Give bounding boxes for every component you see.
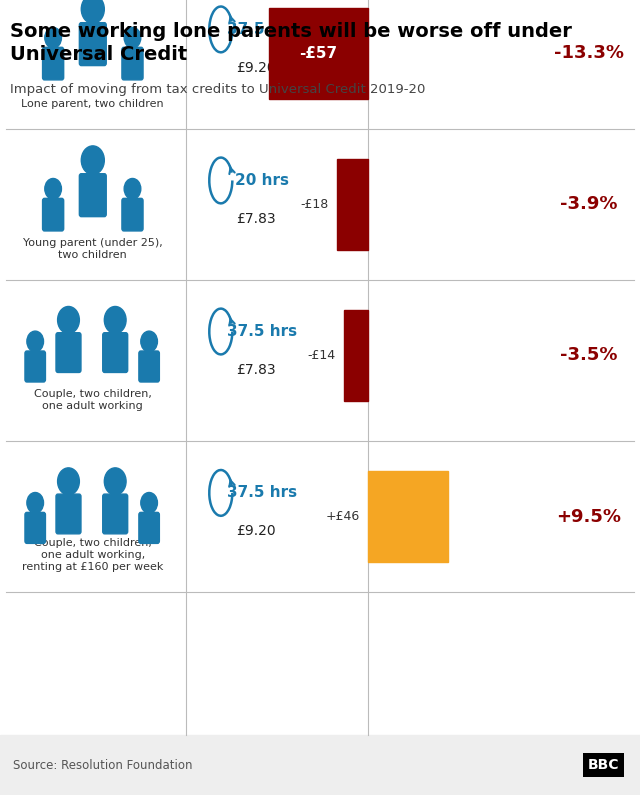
Circle shape (45, 179, 61, 200)
Circle shape (27, 492, 44, 514)
Circle shape (58, 306, 79, 333)
Text: Couple, two children,
one adult working,
renting at £160 per week: Couple, two children, one adult working,… (22, 537, 163, 572)
Text: £7.83: £7.83 (236, 211, 276, 226)
Text: 20 hrs: 20 hrs (236, 173, 289, 188)
Bar (344, 310, 368, 401)
Text: Couple, two children,
one adult working: Couple, two children, one adult working (34, 389, 152, 411)
Text: +£46: +£46 (326, 510, 360, 523)
Text: Some working lone parents will be worse off under
Universal Credit: Some working lone parents will be worse … (10, 22, 572, 64)
Text: +9.5%: +9.5% (556, 508, 621, 525)
Text: -£57: -£57 (300, 46, 337, 60)
Text: Young parent (under 25),
two children: Young parent (under 25), two children (23, 238, 163, 260)
Bar (0, 735, 640, 795)
FancyBboxPatch shape (139, 513, 159, 544)
Circle shape (104, 467, 126, 494)
Circle shape (45, 27, 61, 48)
FancyBboxPatch shape (79, 174, 106, 216)
Text: £9.20: £9.20 (236, 60, 276, 75)
FancyBboxPatch shape (122, 48, 143, 80)
Circle shape (81, 0, 104, 23)
Text: Source: Resolution Foundation: Source: Resolution Foundation (13, 758, 192, 772)
Circle shape (104, 306, 126, 333)
Circle shape (141, 331, 157, 351)
FancyBboxPatch shape (102, 494, 128, 534)
FancyBboxPatch shape (56, 332, 81, 372)
Bar (368, 471, 448, 562)
FancyBboxPatch shape (25, 351, 45, 382)
FancyBboxPatch shape (42, 48, 63, 80)
Text: -£14: -£14 (308, 349, 336, 362)
Text: BBC: BBC (588, 758, 620, 772)
FancyBboxPatch shape (25, 513, 45, 544)
FancyBboxPatch shape (139, 351, 159, 382)
Text: Impact of moving from tax credits to Universal Credit 2019-20: Impact of moving from tax credits to Uni… (10, 83, 426, 96)
Text: -£18: -£18 (301, 198, 329, 211)
Circle shape (124, 179, 141, 200)
FancyBboxPatch shape (56, 494, 81, 534)
Text: Lone parent, two children: Lone parent, two children (22, 99, 164, 109)
Text: -13.3%: -13.3% (554, 45, 624, 62)
Text: -3.5%: -3.5% (560, 347, 618, 364)
Bar (269, 8, 368, 99)
Circle shape (81, 146, 104, 174)
FancyBboxPatch shape (79, 23, 106, 66)
Bar (337, 159, 368, 250)
Text: 37.5 hrs: 37.5 hrs (227, 486, 298, 500)
Text: 37.5 hrs: 37.5 hrs (227, 324, 298, 339)
Text: 37.5 hrs: 37.5 hrs (227, 22, 298, 37)
Text: £9.20: £9.20 (236, 524, 276, 538)
Circle shape (141, 492, 157, 514)
FancyBboxPatch shape (122, 198, 143, 231)
FancyBboxPatch shape (102, 332, 128, 372)
Text: -3.9%: -3.9% (560, 196, 618, 213)
Circle shape (58, 467, 79, 494)
FancyBboxPatch shape (42, 198, 63, 231)
Circle shape (124, 27, 141, 48)
Circle shape (27, 331, 44, 351)
Text: £7.83: £7.83 (236, 363, 276, 377)
